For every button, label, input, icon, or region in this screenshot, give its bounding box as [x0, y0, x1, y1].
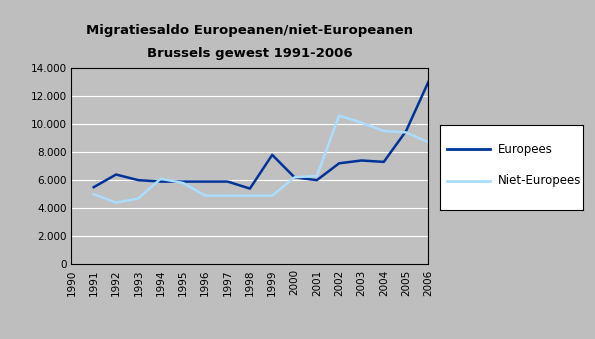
Europees	[358, 158, 365, 162]
Niet-Europees	[291, 175, 298, 179]
Europees	[314, 178, 321, 182]
Europees	[135, 178, 142, 182]
Europees	[269, 153, 276, 157]
Niet-Europees	[425, 140, 432, 144]
Text: Brussels gewest 1991-2006: Brussels gewest 1991-2006	[147, 47, 353, 60]
Europees	[112, 173, 120, 177]
Europees	[425, 80, 432, 84]
Line: Europees: Europees	[94, 82, 428, 188]
Text: Europees: Europees	[497, 143, 552, 156]
Niet-Europees	[90, 192, 98, 196]
Niet-Europees	[135, 196, 142, 200]
Text: Niet-Europees: Niet-Europees	[497, 174, 581, 187]
Europees	[336, 161, 343, 165]
Europees	[403, 129, 410, 133]
Niet-Europees	[180, 181, 187, 185]
Europees	[380, 160, 387, 164]
Niet-Europees	[112, 201, 120, 205]
Niet-Europees	[336, 114, 343, 118]
Niet-Europees	[269, 194, 276, 198]
Niet-Europees	[314, 174, 321, 178]
Line: Niet-Europees: Niet-Europees	[94, 116, 428, 203]
Europees	[180, 180, 187, 184]
Text: Migratiesaldo Europeanen/niet-Europeanen: Migratiesaldo Europeanen/niet-Europeanen	[86, 24, 414, 37]
Europees	[224, 180, 231, 184]
Niet-Europees	[202, 194, 209, 198]
Niet-Europees	[157, 177, 164, 181]
Europees	[246, 186, 253, 191]
Europees	[157, 180, 164, 184]
Europees	[90, 185, 98, 189]
Niet-Europees	[403, 131, 410, 135]
Europees	[202, 180, 209, 184]
Niet-Europees	[246, 194, 253, 198]
Niet-Europees	[358, 121, 365, 125]
Niet-Europees	[380, 129, 387, 133]
Europees	[291, 175, 298, 179]
Niet-Europees	[224, 194, 231, 198]
